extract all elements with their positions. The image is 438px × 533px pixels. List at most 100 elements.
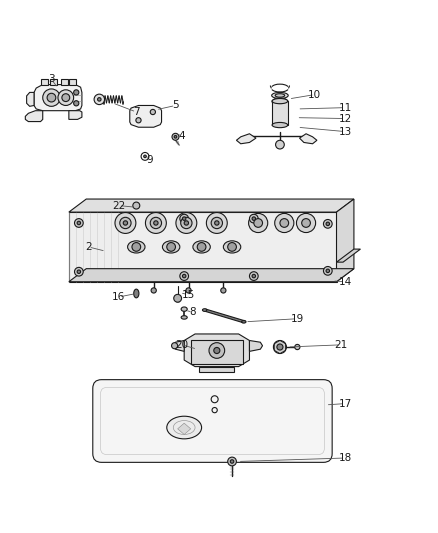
Ellipse shape	[202, 309, 207, 311]
Circle shape	[94, 94, 105, 104]
Polygon shape	[173, 341, 184, 351]
Circle shape	[145, 213, 166, 233]
Circle shape	[174, 294, 182, 302]
Ellipse shape	[127, 241, 145, 253]
Text: 20: 20	[176, 340, 189, 350]
Circle shape	[120, 217, 131, 229]
Circle shape	[326, 222, 329, 225]
Circle shape	[297, 213, 316, 232]
FancyBboxPatch shape	[93, 379, 332, 462]
Circle shape	[230, 460, 234, 463]
Text: 9: 9	[146, 155, 153, 165]
Polygon shape	[27, 92, 34, 107]
Circle shape	[47, 93, 56, 102]
Text: 14: 14	[339, 277, 352, 287]
Polygon shape	[178, 423, 191, 434]
Circle shape	[249, 213, 268, 232]
Circle shape	[132, 243, 141, 251]
Circle shape	[228, 457, 237, 466]
Circle shape	[302, 219, 311, 228]
Circle shape	[123, 221, 127, 225]
Polygon shape	[34, 85, 82, 111]
Circle shape	[58, 90, 74, 106]
Bar	[272, 101, 288, 125]
Text: 7: 7	[133, 107, 140, 117]
Polygon shape	[336, 249, 360, 262]
Bar	[50, 79, 57, 85]
Text: 5: 5	[172, 100, 179, 110]
Circle shape	[181, 217, 192, 229]
Circle shape	[174, 135, 177, 138]
Text: 12: 12	[339, 114, 352, 124]
Polygon shape	[336, 199, 354, 282]
Circle shape	[151, 288, 156, 293]
Polygon shape	[69, 199, 354, 212]
Text: 3: 3	[48, 75, 55, 84]
Ellipse shape	[193, 241, 210, 253]
Ellipse shape	[181, 307, 187, 311]
Polygon shape	[69, 269, 354, 282]
Ellipse shape	[242, 320, 246, 323]
Text: 22: 22	[112, 200, 126, 211]
Circle shape	[144, 155, 146, 158]
Circle shape	[154, 221, 158, 225]
Ellipse shape	[272, 99, 288, 104]
Circle shape	[74, 219, 83, 228]
Circle shape	[150, 217, 162, 229]
Ellipse shape	[272, 98, 288, 105]
Circle shape	[221, 288, 226, 293]
Circle shape	[323, 266, 332, 275]
Circle shape	[277, 344, 283, 350]
Circle shape	[186, 288, 191, 293]
Circle shape	[273, 341, 286, 353]
Circle shape	[254, 219, 262, 228]
Circle shape	[180, 214, 188, 223]
Circle shape	[167, 243, 176, 251]
Circle shape	[275, 213, 294, 232]
Text: 13: 13	[339, 126, 352, 136]
Polygon shape	[237, 134, 256, 144]
Circle shape	[176, 213, 197, 233]
Circle shape	[183, 274, 186, 278]
Circle shape	[211, 217, 223, 229]
Circle shape	[43, 89, 60, 107]
Ellipse shape	[134, 289, 139, 298]
Text: 21: 21	[334, 340, 347, 350]
Ellipse shape	[167, 416, 201, 439]
Text: 10: 10	[308, 90, 321, 100]
Circle shape	[183, 217, 186, 220]
Circle shape	[250, 214, 258, 223]
Polygon shape	[25, 111, 43, 122]
Circle shape	[74, 101, 79, 106]
Circle shape	[74, 268, 83, 276]
Ellipse shape	[223, 241, 241, 253]
Circle shape	[115, 213, 136, 233]
Polygon shape	[199, 367, 234, 372]
Circle shape	[228, 243, 237, 251]
Circle shape	[280, 219, 289, 228]
Text: 2: 2	[85, 242, 92, 252]
Bar	[191, 341, 243, 365]
Circle shape	[150, 109, 155, 115]
Circle shape	[326, 269, 329, 272]
Text: 11: 11	[339, 103, 352, 112]
Ellipse shape	[295, 344, 300, 350]
Ellipse shape	[272, 92, 288, 99]
Circle shape	[214, 348, 220, 353]
Circle shape	[323, 220, 332, 228]
Polygon shape	[69, 111, 82, 119]
Ellipse shape	[162, 241, 180, 253]
Text: 16: 16	[112, 292, 126, 302]
Circle shape	[197, 243, 206, 251]
Ellipse shape	[272, 123, 288, 128]
Circle shape	[62, 94, 70, 102]
Text: 18: 18	[339, 453, 352, 463]
Circle shape	[77, 270, 81, 273]
Bar	[42, 79, 48, 85]
Ellipse shape	[275, 94, 285, 97]
Text: 17: 17	[339, 399, 352, 409]
Ellipse shape	[181, 316, 187, 319]
Circle shape	[98, 98, 101, 101]
Circle shape	[74, 90, 79, 95]
Circle shape	[133, 202, 140, 209]
